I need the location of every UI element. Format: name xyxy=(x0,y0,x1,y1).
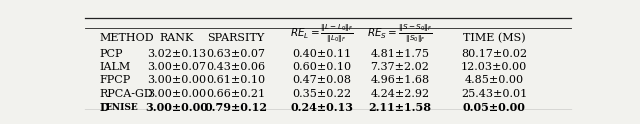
Text: IALM: IALM xyxy=(100,62,131,72)
Text: METHOD: METHOD xyxy=(100,33,154,43)
Text: 0.24±0.13: 0.24±0.13 xyxy=(290,102,353,112)
Text: 3.00±0.00: 3.00±0.00 xyxy=(145,102,208,112)
Text: 0.40±0.11: 0.40±0.11 xyxy=(292,49,351,59)
Text: SPARSITY: SPARSITY xyxy=(207,33,265,43)
Text: 4.81±1.75: 4.81±1.75 xyxy=(371,49,429,59)
Text: 2.11±1.58: 2.11±1.58 xyxy=(369,102,431,112)
Text: $RE_S = \frac{\|S-S_0\|_F}{\|S_0\|_F}$: $RE_S = \frac{\|S-S_0\|_F}{\|S_0\|_F}$ xyxy=(367,23,433,45)
Text: 4.85±0.00: 4.85±0.00 xyxy=(465,75,524,85)
Text: 0.05±0.00: 0.05±0.00 xyxy=(463,102,525,112)
Text: TIME (MS): TIME (MS) xyxy=(463,33,525,43)
Text: 4.24±2.92: 4.24±2.92 xyxy=(371,89,429,99)
Text: 3.00±0.07: 3.00±0.07 xyxy=(147,62,206,72)
Text: 0.47±0.08: 0.47±0.08 xyxy=(292,75,351,85)
Text: 3.00±0.00: 3.00±0.00 xyxy=(147,89,206,99)
Text: $RE_L = \frac{\|L-L_0\|_F}{\|L_0\|_F}$: $RE_L = \frac{\|L-L_0\|_F}{\|L_0\|_F}$ xyxy=(290,23,353,45)
Text: 0.63±0.07: 0.63±0.07 xyxy=(207,49,266,59)
Text: 25.43±0.01: 25.43±0.01 xyxy=(461,89,527,99)
Text: 80.17±0.02: 80.17±0.02 xyxy=(461,49,527,59)
Text: 0.43±0.06: 0.43±0.06 xyxy=(207,62,266,72)
Text: RPCA-GD: RPCA-GD xyxy=(100,89,154,99)
Text: 0.35±0.22: 0.35±0.22 xyxy=(292,89,351,99)
Text: PCP: PCP xyxy=(100,49,124,59)
Text: RANK: RANK xyxy=(159,33,194,43)
Text: 3.02±0.13: 3.02±0.13 xyxy=(147,49,206,59)
Text: D: D xyxy=(100,102,109,112)
Text: 0.79±0.12: 0.79±0.12 xyxy=(205,102,268,112)
Text: 0.61±0.10: 0.61±0.10 xyxy=(207,75,266,85)
Text: ENISE: ENISE xyxy=(106,103,138,111)
Text: FPCP: FPCP xyxy=(100,75,131,85)
Text: 3.00±0.00: 3.00±0.00 xyxy=(147,75,206,85)
Text: 7.37±2.02: 7.37±2.02 xyxy=(371,62,429,72)
Text: 0.60±0.10: 0.60±0.10 xyxy=(292,62,351,72)
Text: 0.66±0.21: 0.66±0.21 xyxy=(207,89,266,99)
Text: 4.96±1.68: 4.96±1.68 xyxy=(371,75,429,85)
Text: 12.03±0.00: 12.03±0.00 xyxy=(461,62,527,72)
